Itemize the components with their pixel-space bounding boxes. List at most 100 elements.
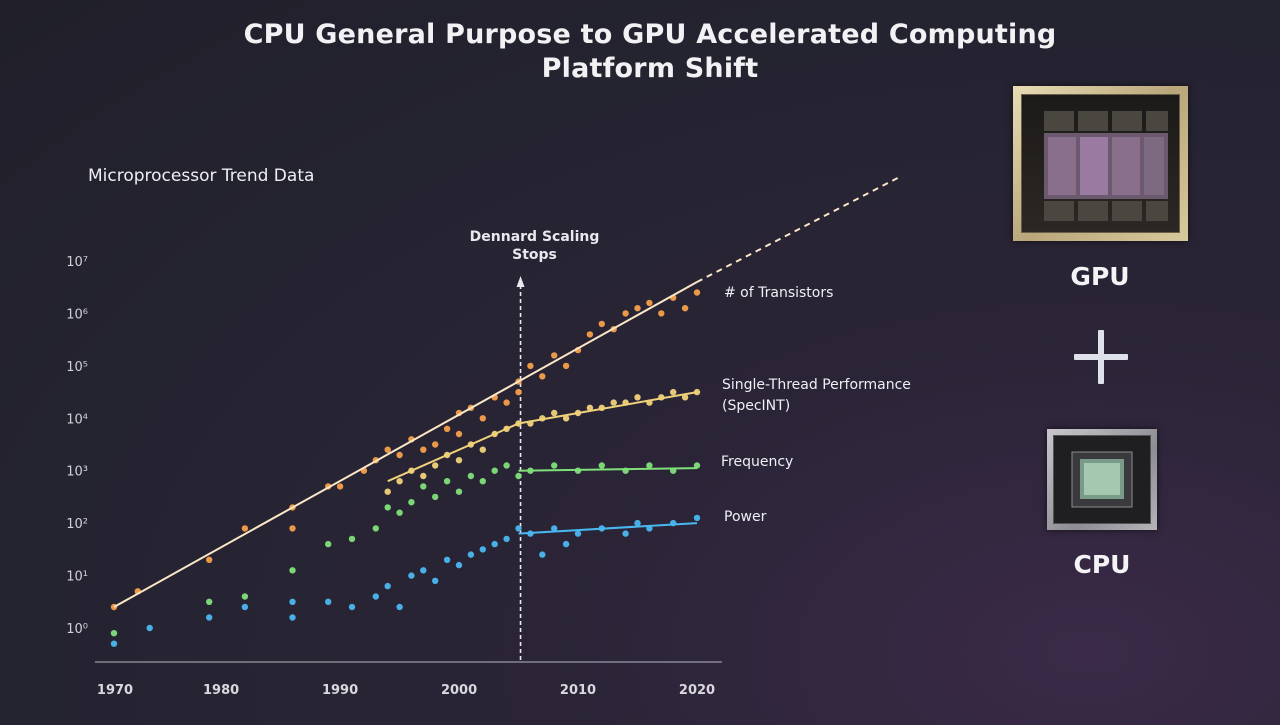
trend-line-extension [696,176,900,283]
x-tick-label: 1990 [322,683,358,698]
data-point [515,472,522,480]
y-tick-label: 10⁴ [66,412,88,427]
data-point [241,603,249,611]
data-point [693,462,701,469]
data-point [420,567,427,574]
data-point [348,535,356,543]
data-point [432,441,439,448]
slide-title-line1: CPU General Purpose to GPU Accelerated C… [243,19,1057,50]
x-tick-label: 1970 [97,683,133,698]
data-point [634,305,641,312]
data-point [455,488,463,495]
data-point [479,446,486,453]
data-point [551,409,558,417]
data-point [325,598,332,605]
gpu-label: GPU [1070,262,1130,291]
data-point [681,305,689,312]
data-point [443,556,451,563]
trend-line [518,467,698,472]
data-point [634,394,641,401]
x-tick-label: 1980 [203,683,239,698]
data-point [432,462,439,469]
data-point [455,457,463,464]
data-point [562,362,570,370]
data-point [110,640,118,647]
data-point [408,499,415,506]
data-point [503,535,510,543]
data-point [432,577,439,584]
data-point [693,514,701,522]
series-label: Frequency [721,454,793,470]
data-point [336,483,344,490]
data-point [420,446,427,453]
y-tick-label: 10² [66,517,88,532]
data-point [455,430,463,438]
data-point [693,388,701,396]
data-point [479,546,486,553]
y-tick-label: 10⁰ [66,622,88,637]
data-point [586,404,594,411]
data-point [491,540,498,548]
data-point [372,593,379,600]
data-point [443,425,451,432]
data-point [241,593,249,600]
y-tick-label: 10¹ [66,570,88,585]
data-point [503,399,510,406]
data-point [681,394,689,401]
data-point [348,603,356,611]
gpu-die-graphic [1044,111,1168,221]
data-point [289,614,296,621]
data-point [396,451,403,459]
data-point [432,493,439,501]
data-point [503,462,510,469]
data-point [527,362,534,370]
y-tick-label: 10⁵ [66,360,88,375]
data-point [551,462,558,469]
gpu-chip-image [1013,86,1188,241]
data-point [574,530,582,537]
data-point [551,525,558,532]
data-point [646,462,653,469]
dennard-arrow-head [516,276,525,287]
data-point [586,331,594,338]
microprocessor-trend-chart: Microprocessor Trend Data 1970 1980 1990 200… [66,166,911,698]
data-point [289,598,296,605]
data-point [539,551,546,558]
data-point [206,614,213,621]
data-point [110,630,118,637]
data-point [384,504,391,511]
chart-title: Microprocessor Trend Data [88,166,314,186]
data-point [372,525,379,532]
dennard-label-line2: Stops [512,247,557,263]
data-point [467,472,475,480]
series-label: # of Transistors [724,285,833,301]
data-point [408,572,415,579]
data-point [325,540,332,548]
data-point [693,289,701,296]
data-point [443,478,451,485]
data-point [634,519,641,527]
data-point [670,388,677,396]
cpu-label: CPU [1073,550,1131,579]
data-point [455,561,463,569]
data-point [146,624,153,632]
x-tick-label: 2010 [560,683,596,698]
dennard-label-line1: Dennard Scaling [470,229,600,245]
data-point [384,582,391,590]
y-tick-label: 10⁷ [66,255,88,270]
data-point [598,462,605,469]
data-point [420,483,427,490]
data-point [206,598,213,605]
data-point [467,551,475,558]
data-point [551,352,558,359]
y-tick-label: 10³ [66,465,88,480]
data-point [515,388,522,396]
series-label: Power [724,509,767,525]
data-point [479,415,486,422]
data-point [658,310,665,317]
data-point [515,525,522,532]
data-point [384,446,391,453]
slide-title: CPU General Purpose to GPU Accelerated C… [200,18,1100,86]
trend-line [113,281,698,608]
x-tick-label: 2020 [679,683,715,698]
